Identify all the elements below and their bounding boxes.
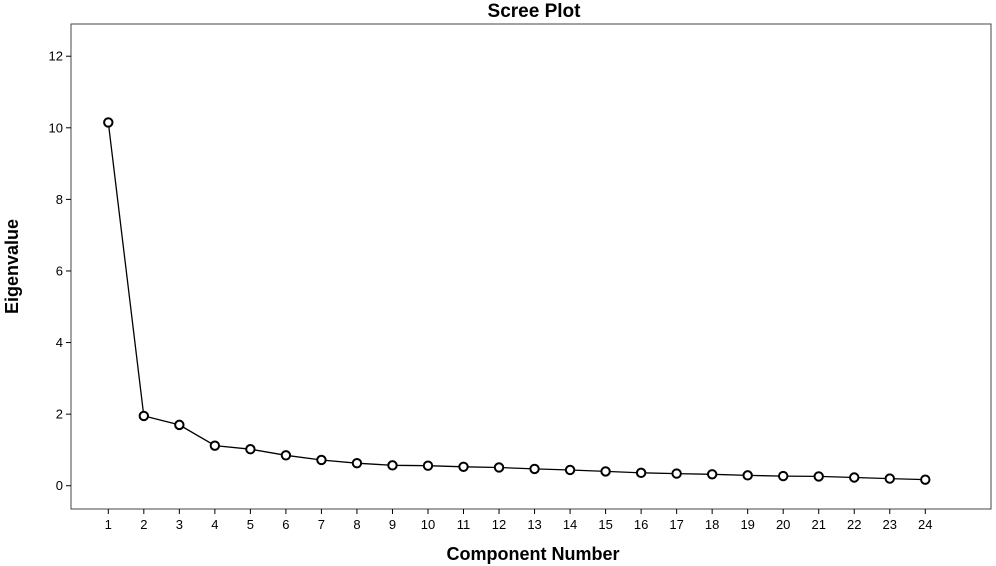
eigenvalue-line <box>107 122 926 481</box>
eigenvalue-point <box>849 472 860 483</box>
x-tick-label: 6 <box>282 517 289 532</box>
x-tick-label: 24 <box>918 517 932 532</box>
x-tick-label: 17 <box>669 517 683 532</box>
y-tick-label: 4 <box>56 335 63 350</box>
x-tick-label: 23 <box>883 517 897 532</box>
eigenvalue-point <box>209 440 221 451</box>
eigenvalue-point <box>813 471 824 482</box>
x-tick-label: 8 <box>353 517 360 532</box>
plot-area-frame <box>70 23 992 510</box>
eigenvalue-point <box>635 467 647 479</box>
eigenvalue-point <box>671 468 682 479</box>
data-series <box>103 117 931 485</box>
x-tick-label: 16 <box>634 517 648 532</box>
x-tick-label: 15 <box>598 517 612 532</box>
y-tick-label: 0 <box>56 478 63 493</box>
x-tick-label: 13 <box>527 517 541 532</box>
x-tick-label: 19 <box>740 517 754 532</box>
y-tick-label: 2 <box>56 407 63 422</box>
y-axis: 0 2 4 6 8 10 12 <box>49 49 71 493</box>
x-tick-label: 9 <box>389 517 396 532</box>
y-tick-label: 10 <box>49 120 63 135</box>
y-tick-label: 12 <box>49 49 63 64</box>
eigenvalue-point <box>316 454 327 466</box>
eigenvalue-point <box>884 473 895 484</box>
chart-title: Scree Plot <box>488 1 582 22</box>
x-tick-label: 2 <box>140 517 147 532</box>
x-tick-label: 18 <box>705 517 719 532</box>
x-axis: 1 2 3 4 5 6 7 8 9 10 11 12 13 14 15 16 17 18 19 20 21 22 23 24 <box>105 509 933 532</box>
x-axis-title: Component Number <box>447 544 620 564</box>
x-tick-label: 22 <box>847 517 861 532</box>
x-tick-label: 3 <box>176 517 183 532</box>
eigenvalue-point <box>422 460 434 471</box>
eigenvalue-point <box>458 461 469 472</box>
eigenvalue-point <box>493 462 505 473</box>
eigenvalue-point <box>351 457 363 469</box>
eigenvalue-point <box>564 464 576 476</box>
eigenvalue-point <box>742 470 753 481</box>
eigenvalue-point <box>103 117 114 128</box>
eigenvalue-point <box>600 466 611 477</box>
eigenvalue-point <box>280 450 292 461</box>
x-tick-label: 1 <box>105 517 112 532</box>
x-tick-label: 5 <box>247 517 254 532</box>
x-tick-label: 7 <box>318 517 325 532</box>
eigenvalue-point <box>778 470 789 482</box>
eigenvalue-point <box>245 444 256 455</box>
eigenvalue-point <box>387 460 398 471</box>
x-tick-label: 4 <box>211 517 218 532</box>
eigenvalue-point <box>920 474 931 485</box>
x-tick-label: 20 <box>776 517 790 532</box>
x-tick-label: 12 <box>492 517 506 532</box>
x-tick-label: 10 <box>421 517 435 532</box>
x-tick-label: 14 <box>563 517 577 532</box>
eigenvalue-point <box>138 410 150 422</box>
y-axis-title: Eigenvalue <box>2 219 22 314</box>
x-tick-label: 11 <box>457 517 471 532</box>
y-tick-label: 6 <box>56 263 63 278</box>
x-tick-label: 21 <box>811 517 825 532</box>
eigenvalue-point <box>706 469 718 480</box>
eigenvalue-point <box>529 463 540 475</box>
y-tick-label: 8 <box>56 192 63 207</box>
eigenvalue-point <box>174 419 185 431</box>
